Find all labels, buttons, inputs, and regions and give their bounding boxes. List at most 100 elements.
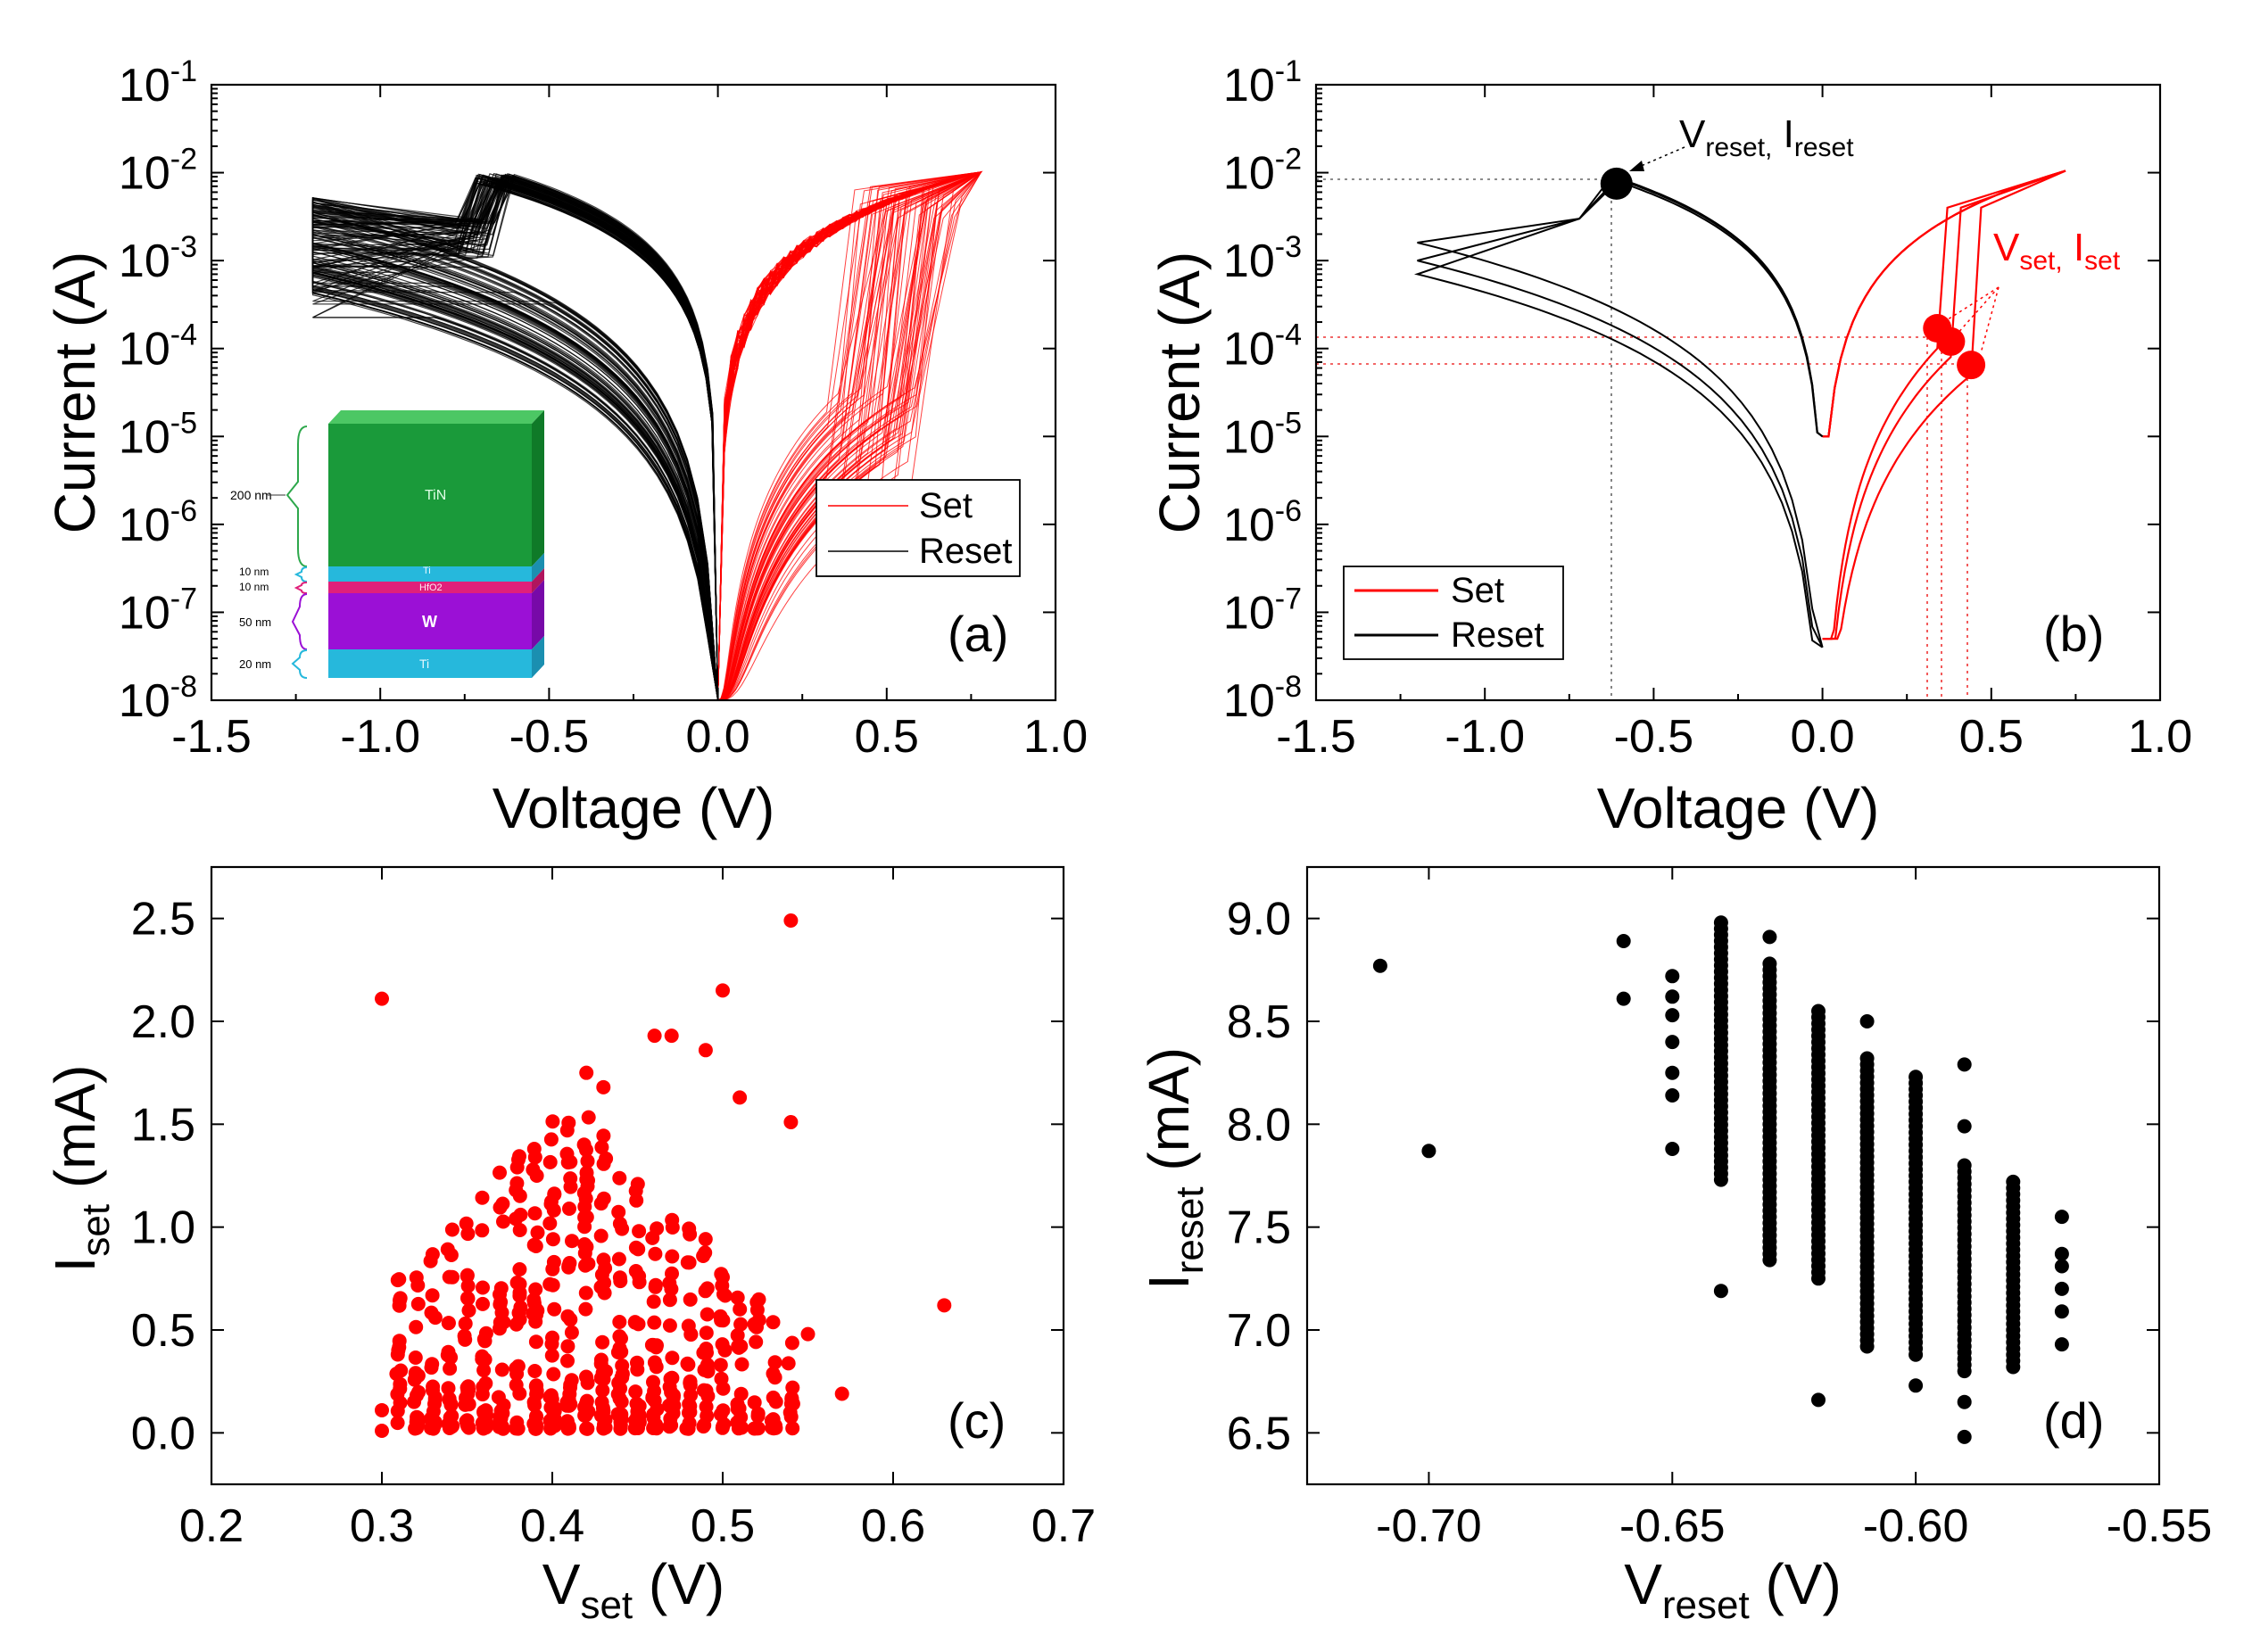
set-scatter-point xyxy=(596,1156,611,1171)
set-scatter-point xyxy=(768,1394,783,1409)
x-tick-label: 1.0 xyxy=(1023,711,1088,763)
set-scatter-point xyxy=(783,1115,799,1130)
set-scatter-point xyxy=(680,1356,695,1371)
legend-set-label-b: Set xyxy=(1451,571,1504,610)
set-scatter-point xyxy=(576,1137,592,1152)
x-tick-label: -1.0 xyxy=(340,711,420,763)
set-scatter-point xyxy=(577,1408,592,1423)
reset-scatter-point xyxy=(1859,1014,1875,1028)
set-scatter-point xyxy=(410,1368,426,1384)
x-tick-label: -0.65 xyxy=(1619,1500,1726,1552)
set-scatter-point xyxy=(613,1417,628,1433)
annotation-set-main: V xyxy=(1993,226,2020,269)
x-axis-label-c: Vset (V) xyxy=(542,1552,724,1627)
legend-b: Set Reset xyxy=(1343,566,1564,660)
set-scatter-point xyxy=(443,1361,458,1376)
reset-curve-a xyxy=(312,176,719,701)
y-axis-label-c: Iset (mA) xyxy=(43,1065,118,1273)
set-scatter-point xyxy=(493,1165,507,1180)
reset-scatter-point xyxy=(1859,1051,1875,1066)
inset-hfo2-thickness: 10 nm xyxy=(239,581,269,593)
y-tick-label: 10-6 xyxy=(1223,494,1302,551)
set-scatter-point xyxy=(560,1353,575,1368)
set-scatter-point xyxy=(683,1377,698,1392)
set-point-marker xyxy=(1936,326,1966,356)
set-scatter-point xyxy=(611,1251,626,1267)
set-scatter-point xyxy=(390,1416,405,1431)
set-scatter-point xyxy=(628,1384,643,1400)
set-scatter-point xyxy=(393,1395,408,1410)
reset-curve-a xyxy=(311,174,719,701)
set-scatter-point xyxy=(543,1194,559,1210)
set-scatter-point xyxy=(512,1288,527,1303)
set-scatter-point xyxy=(460,1291,476,1306)
set-scatter-point xyxy=(475,1387,490,1402)
set-curve-a xyxy=(717,171,981,701)
set-scatter-point xyxy=(834,1386,849,1401)
set-scatter-point xyxy=(393,1293,407,1308)
set-scatter-point xyxy=(595,1334,610,1350)
reset-scatter-point xyxy=(2054,1259,2069,1274)
inset-tin-layer xyxy=(328,424,532,566)
reset-scatter-point xyxy=(2054,1246,2069,1261)
reset-scatter-point xyxy=(1665,969,1680,984)
set-scatter-point xyxy=(546,1367,561,1382)
set-scatter-point xyxy=(713,1358,728,1373)
inset-tin-label: TiN xyxy=(425,488,446,503)
set-scatter-point xyxy=(510,1359,526,1374)
set-scatter-point xyxy=(631,1317,646,1332)
reset-scatter-point xyxy=(1372,958,1387,973)
set-scatter-point xyxy=(596,1079,611,1094)
set-scatter-point xyxy=(628,1264,643,1278)
set-scatter-point xyxy=(632,1407,647,1422)
y-tick-label: 10-7 xyxy=(119,582,197,639)
set-scatter-point xyxy=(612,1329,627,1344)
set-scatter-point xyxy=(564,1325,579,1340)
legend-reset-label-b: Reset xyxy=(1451,615,1544,655)
set-scatter-point xyxy=(478,1375,493,1391)
x-tick-label: 0.0 xyxy=(685,711,749,763)
device-stack-inset: TiN Ti HfO2 W Ti 200 nm 10 nm 10 nm 50 n… xyxy=(230,410,544,679)
set-scatter-point xyxy=(493,1413,508,1428)
set-scatter-point xyxy=(937,1298,952,1313)
set-scatter-point xyxy=(410,1278,426,1293)
y-tick-label: 0.0 xyxy=(131,1408,195,1459)
inset-w-thickness: 50 nm xyxy=(239,615,271,629)
set-scatter-point xyxy=(512,1223,527,1237)
set-scatter-point xyxy=(716,983,730,998)
set-scatter-point xyxy=(578,1258,592,1273)
set-scatter-point xyxy=(612,1270,627,1285)
set-scatter-point xyxy=(596,1403,611,1418)
y-tick-label: 10-4 xyxy=(1223,318,1302,376)
y-tick-label: 1.5 xyxy=(131,1099,195,1151)
y-tick-label: 10-8 xyxy=(119,670,197,727)
set-scatter-point xyxy=(698,1284,713,1299)
set-scatter-point xyxy=(375,991,389,1006)
panel-label-c: (c) xyxy=(948,1392,1006,1449)
set-scatter-point xyxy=(440,1348,455,1363)
reset-scatter-point xyxy=(1665,989,1680,1004)
set-scatter-point xyxy=(458,1316,473,1331)
set-scatter-point xyxy=(527,1398,542,1413)
set-scatter-point xyxy=(683,1405,698,1419)
set-scatter-point xyxy=(631,1242,646,1257)
x-tick-label: -1.5 xyxy=(1276,711,1356,763)
reset-scatter-point xyxy=(1665,1008,1680,1023)
set-scatter-point xyxy=(698,1232,713,1247)
iv-curves-b xyxy=(1413,169,2066,648)
set-scatter-point xyxy=(393,1363,409,1378)
set-scatter-point xyxy=(647,1315,662,1330)
set-scatter-point xyxy=(443,1248,459,1262)
set-scatter-point xyxy=(683,1326,699,1342)
set-scatter-point xyxy=(733,1301,748,1317)
scatter-points-d xyxy=(1372,915,2069,1444)
y-tick-label: 10-6 xyxy=(119,494,197,551)
set-scatter-point xyxy=(408,1351,423,1365)
set-curve-b xyxy=(1822,169,2066,640)
y-tick-label: 10-2 xyxy=(119,143,197,200)
set-scatter-point xyxy=(665,1212,680,1227)
set-scatter-point xyxy=(733,1317,749,1332)
annotation-set-sub2: set xyxy=(2084,246,2121,276)
reset-scatter-point xyxy=(1908,1070,1924,1085)
